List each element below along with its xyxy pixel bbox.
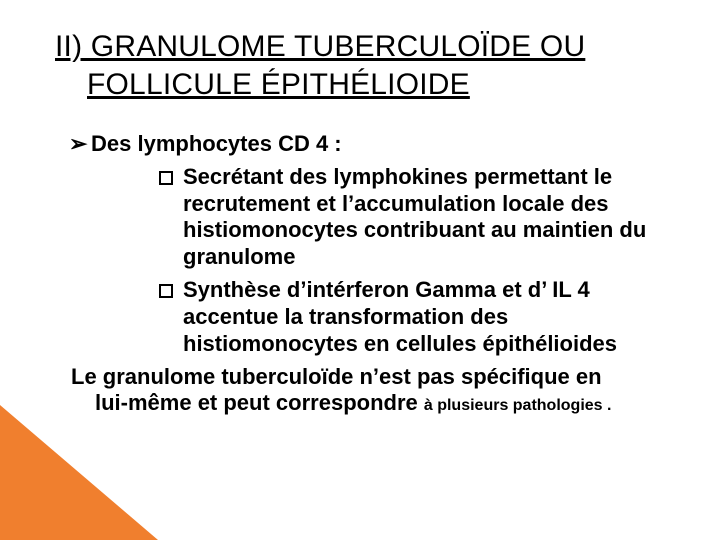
bullet-level1: ➢Des lymphocytes CD 4 : (55, 131, 670, 158)
bullet-level1-text: Des lymphocytes CD 4 : (91, 131, 342, 156)
title-line-2: FOLLICULE ÉPITHÉLIOIDE (55, 66, 670, 104)
title-line-1: II) GRANULOME TUBERCULOÏDE OU (55, 30, 585, 63)
bullet-level2-b-text: Synthèse d’intérferon Gamma et d’ IL 4 a… (183, 277, 617, 356)
slide-body: ➢Des lymphocytes CD 4 : Secrétant des ly… (55, 131, 670, 417)
bullet-level2-b: Synthèse d’intérferon Gamma et d’ IL 4 a… (55, 277, 670, 357)
closing-line2b-small: à plusieurs pathologies . (424, 397, 612, 414)
square-bullet-icon (159, 277, 183, 304)
slide: II) GRANULOME TUBERCULOÏDE OU FOLLICULE … (0, 0, 720, 540)
bullet-level2-a: Secrétant des lymphokines permettant le … (55, 164, 670, 271)
arrow-right-icon: ➢ (69, 131, 91, 158)
slide-title: II) GRANULOME TUBERCULOÏDE OU FOLLICULE … (55, 28, 670, 103)
corner-triangle-decoration (0, 405, 158, 540)
closing-line1: Le granulome tuberculoïde n’est pas spéc… (71, 364, 602, 389)
square-bullet-icon (159, 164, 183, 191)
bullet-level2-a-text: Secrétant des lymphokines permettant le … (183, 164, 646, 269)
